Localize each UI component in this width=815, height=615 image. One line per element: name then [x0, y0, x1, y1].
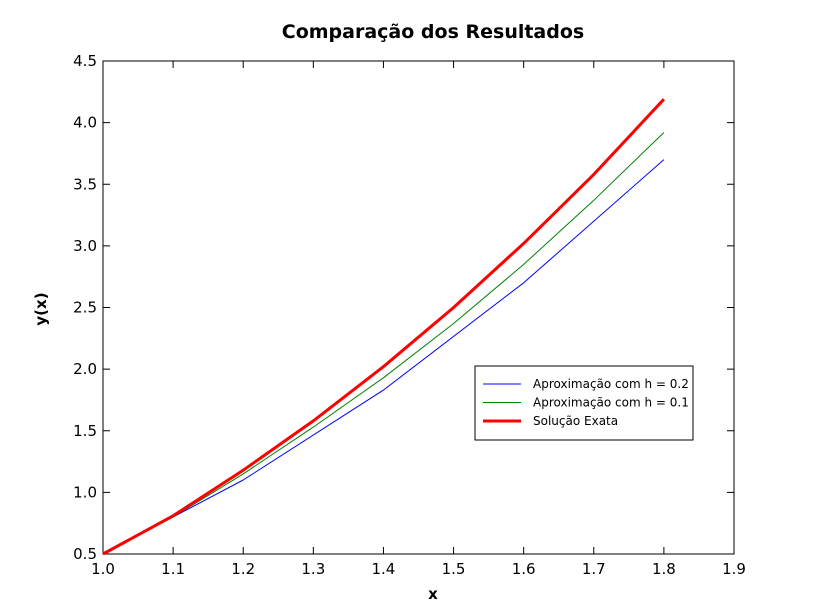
series-line-3: [102, 98, 665, 556]
legend-label-1: Aproximação com h = 0.2: [533, 377, 689, 391]
tick-layer: 1.0 1.1 1.2 1.3 1.4 1.5 1.6 1.7 1.8 1.90.51.01.52…: [73, 52, 746, 578]
y-tick-label: 4.5: [73, 52, 97, 70]
x-tick-label: 1.7: [582, 560, 606, 578]
x-axis-label: x: [428, 585, 438, 603]
y-tick-label: 0.5: [73, 545, 97, 563]
y-axis-label: y(x): [32, 292, 50, 325]
y-tick-label: 4.0: [73, 114, 97, 132]
x-tick-label: 1.8: [652, 560, 676, 578]
x-tick-label: 1.0: [91, 560, 115, 578]
legend: Aproximação com h = 0.2 Aproximação com h…: [474, 365, 694, 441]
x-tick-label: 1.5: [442, 560, 466, 578]
y-tick-label: 3.0: [73, 237, 97, 255]
y-tick-label: 3.5: [73, 175, 97, 193]
chart-title: Comparação dos Resultados: [282, 21, 584, 43]
x-tick-label: 1.3: [301, 560, 325, 578]
y-tick-label: 2.0: [73, 360, 97, 378]
x-tick-label: 1.4: [372, 560, 396, 578]
y-tick-label: 1.5: [73, 422, 97, 440]
legend-label-2: Aproximação com h = 0.1: [533, 396, 689, 410]
x-tick-label: 1.1: [161, 560, 185, 578]
plot-frame: [102, 60, 735, 555]
x-tick-label: 1.9: [722, 560, 746, 578]
y-tick-label: 1.0: [73, 483, 97, 501]
series-line-1: [102, 159, 665, 555]
legend-label-3: Solução Exata: [533, 414, 618, 428]
x-tick-label: 1.6: [512, 560, 536, 578]
series-line-2: [102, 132, 665, 555]
x-tick-label: 1.2: [231, 560, 255, 578]
plot-area: [102, 60, 735, 555]
series-layer: [102, 98, 665, 556]
y-tick-label: 2.5: [73, 299, 97, 317]
